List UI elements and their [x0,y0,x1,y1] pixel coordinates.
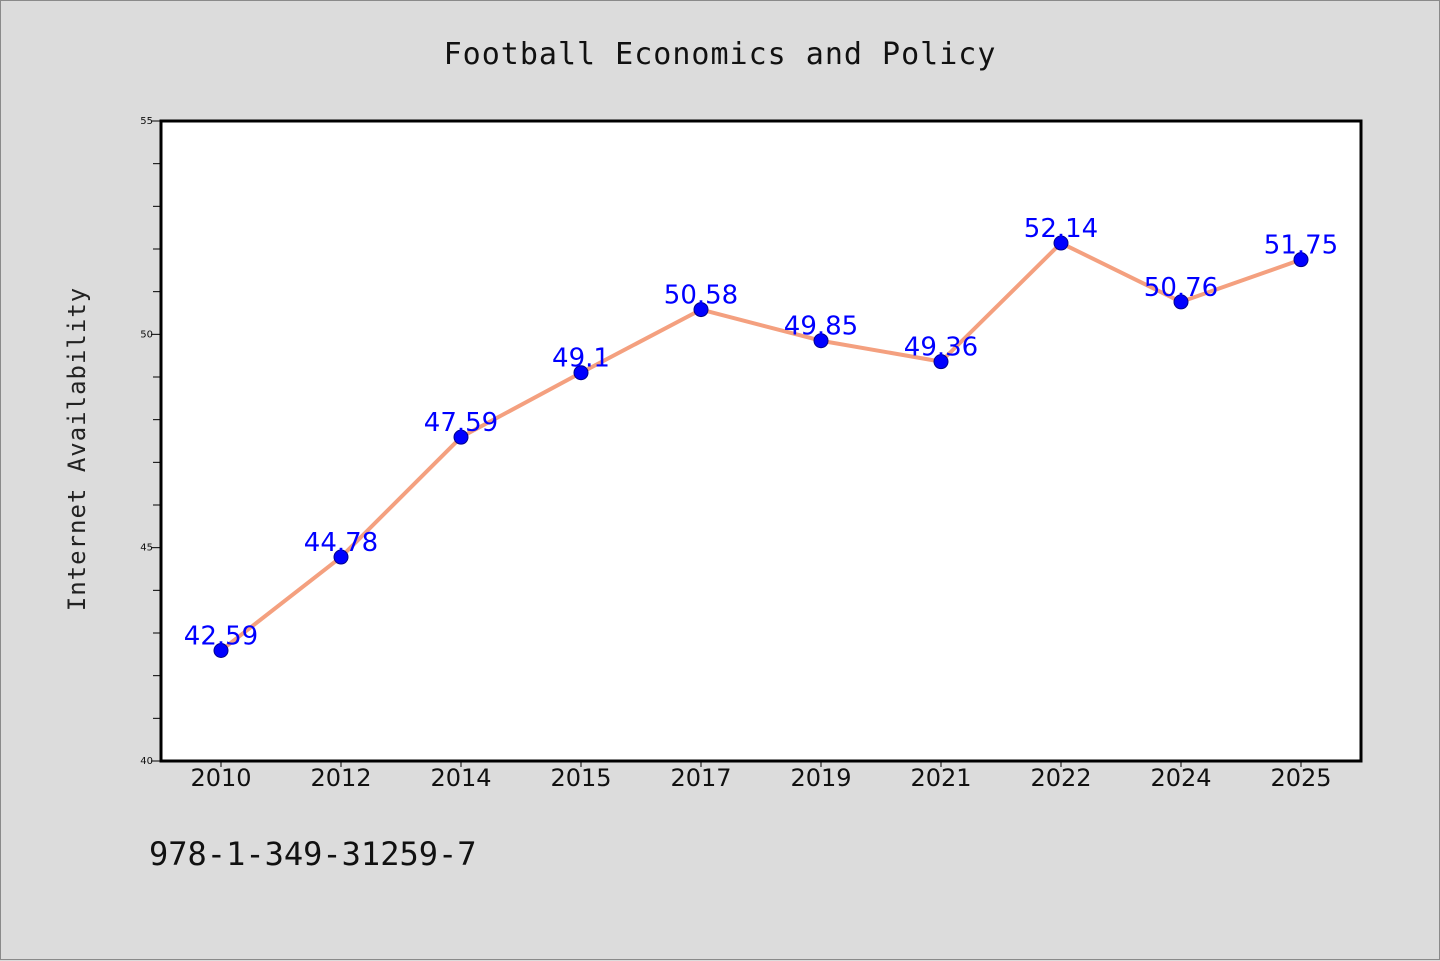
data-label: 50.58 [664,281,738,311]
y-tick-label: 50 [140,329,153,340]
x-tick-label: 2025 [1270,764,1331,792]
y-axis: 40 45 50 55 [140,116,161,767]
series-line [219,241,1303,653]
x-tick-label: 2024 [1150,764,1211,792]
data-label: 47.59 [424,408,498,438]
plot-frame [159,119,1363,763]
x-tick-label: 2017 [670,764,731,792]
data-points [213,235,1309,658]
data-label: 49.1 [552,344,610,374]
data-label: 52.14 [1024,214,1098,244]
plot-area [161,121,1361,761]
x-tick-label: 2021 [910,764,971,792]
data-label: 42.59 [184,621,258,651]
data-label: 49.85 [784,312,858,342]
data-point [333,549,349,565]
data-point [1053,235,1069,251]
x-tick-label: 2019 [790,764,851,792]
x-tick-label: 2012 [310,764,371,792]
data-point [693,302,709,318]
y-tick-label: 40 [140,756,153,767]
data-point [453,429,469,445]
data-label: 50.76 [1144,273,1218,303]
y-axis-label: Internet Availability [63,287,91,611]
y-tick-label: 55 [140,116,153,127]
data-label: 44.78 [304,528,378,558]
data-point [813,333,829,349]
x-axis: 2010 2012 2014 2015 2017 2019 2021 2022 2024 2025 [190,761,1332,792]
x-tick-label: 2014 [430,764,491,792]
x-tick-label: 2010 [190,764,251,792]
chart-title: Football Economics and Policy [444,37,997,72]
data-point [573,365,589,381]
data-point [1173,294,1189,310]
data-label: 51.75 [1264,231,1338,261]
data-label: 49.36 [904,333,978,363]
data-point [1293,252,1309,268]
isbn-text: 978-1-349-31259-7 [149,835,477,873]
x-tick-label: 2015 [550,764,611,792]
data-point [213,642,229,658]
x-tick-label: 2022 [1030,764,1091,792]
y-tick-label: 45 [140,543,153,554]
data-labels: 42.59 44.78 47.59 49.1 50.58 49.85 49.36 52.14 5… [184,214,1338,651]
data-point [933,354,949,370]
